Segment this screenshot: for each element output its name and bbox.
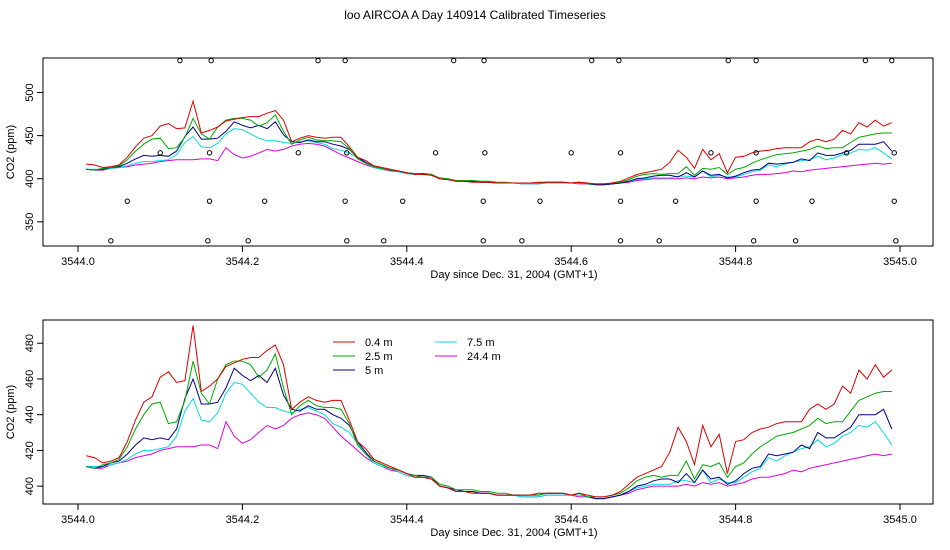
y-tick-label: 500 (24, 83, 36, 101)
plot-frame (42, 319, 934, 505)
x-tick-label: 3545.0 (883, 514, 917, 526)
marker-point (893, 238, 899, 244)
marker-point (342, 57, 348, 64)
marker-point (206, 150, 213, 156)
marker-point (889, 57, 895, 64)
marker-point (725, 57, 731, 64)
marker-point (344, 238, 350, 244)
marker-point (399, 198, 406, 204)
plot-frame (42, 57, 934, 247)
x-tick-label: 3544.8 (719, 256, 753, 268)
marker-point (481, 57, 487, 64)
y-tick-label: 460 (24, 370, 36, 388)
panel-bottom: 3544.0 3544.2 3544.4 3544.6 3544.8 3545.0 400 4… (5, 319, 934, 539)
marker-point (537, 198, 543, 204)
marker-point (480, 198, 486, 204)
x-tick-label: 3544.6 (554, 514, 588, 526)
marker-point (891, 198, 897, 204)
marker-point (617, 198, 624, 204)
marker-point (108, 238, 114, 244)
x-tick-label: 3544.2 (226, 256, 260, 268)
marker-point (206, 198, 213, 204)
marker-point (342, 198, 348, 204)
panel-top: 3544.0 3544.2 3544.4 3544.6 3544.8 3545.0 350 4… (5, 57, 934, 281)
marker-point (205, 238, 211, 244)
marker-point (792, 238, 799, 244)
y-tick-label: 420 (24, 441, 36, 459)
x-tick-label: 3544.6 (554, 256, 588, 268)
marker-point (862, 57, 869, 64)
y-tick-label: 400 (24, 170, 36, 188)
marker-point (315, 57, 321, 64)
x-tick-label: 3545.0 (883, 256, 917, 268)
marker-point (124, 198, 131, 204)
marker-point (177, 57, 183, 64)
marker-point (450, 57, 457, 64)
y-axis-label: CO2 (ppm) (5, 125, 17, 179)
marker-point (843, 150, 850, 156)
series-line-top (86, 99, 892, 185)
legend-label: 0.4 m (365, 337, 393, 349)
y-tick-label: 400 (24, 477, 36, 495)
marker-point (261, 198, 268, 204)
marker-point (891, 150, 897, 156)
y-tick-label: 480 (24, 334, 36, 352)
legend-label: 2.5 m (365, 351, 393, 363)
x-tick-label: 3544.4 (390, 514, 424, 526)
series-line (86, 352, 892, 498)
marker-point (344, 150, 350, 156)
marker-point (245, 238, 251, 244)
marker-point (381, 238, 387, 244)
x-tick-label: 3544.2 (226, 514, 260, 526)
y-tick-label: 350 (24, 213, 36, 231)
series-line (86, 325, 893, 498)
marker-point (672, 198, 679, 204)
x-tick-label: 3544.8 (719, 514, 753, 526)
marker-point (519, 238, 525, 244)
y-axis-label: CO2 (ppm) (5, 385, 17, 439)
marker-point (656, 238, 662, 244)
x-tick-label: 3544.0 (61, 514, 95, 526)
marker-point (295, 150, 301, 156)
marker-point (753, 198, 759, 204)
x-tick-label: 3544.4 (390, 256, 424, 268)
x-tick-label: 3544.0 (61, 256, 95, 268)
legend: 0.4 m 2.5 m 5 m 7.5 m 24.4 m (333, 337, 501, 377)
marker-point (208, 57, 214, 64)
legend-label: 5 m (365, 365, 383, 377)
marker-point (432, 150, 439, 156)
marker-point (157, 150, 163, 156)
marker-point (753, 57, 759, 64)
marker-point (617, 238, 624, 244)
legend-label: 7.5 m (467, 337, 495, 349)
marker-point (708, 150, 714, 156)
marker-point (589, 57, 595, 64)
x-axis-label: Day since Dec. 31, 2004 (GMT+1) (430, 527, 597, 539)
marker-point (753, 150, 759, 156)
marker-point (482, 150, 488, 156)
marker-point (480, 238, 486, 244)
marker-point (617, 150, 624, 156)
series-line (86, 381, 893, 500)
y-tick-label: 440 (24, 405, 36, 423)
x-axis-label: Day since Dec. 31, 2004 (GMT+1) (430, 269, 597, 281)
marker-point (809, 198, 815, 204)
figure-title: loo AIRCOA A Day 140914 Calibrated Times… (344, 8, 606, 22)
marker-point (568, 150, 574, 156)
y-tick-label: 450 (24, 126, 36, 144)
marker-point (616, 57, 622, 64)
marker-point (750, 238, 757, 244)
legend-label: 24.4 m (467, 351, 501, 363)
